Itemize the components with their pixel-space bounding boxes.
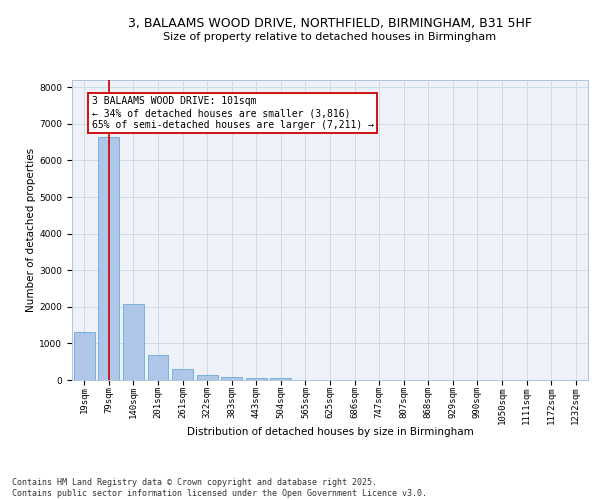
Bar bbox=[148, 356, 169, 380]
Text: Size of property relative to detached houses in Birmingham: Size of property relative to detached ho… bbox=[163, 32, 497, 42]
Text: 3 BALAAMS WOOD DRIVE: 101sqm
← 34% of detached houses are smaller (3,816)
65% of: 3 BALAAMS WOOD DRIVE: 101sqm ← 34% of de… bbox=[92, 96, 374, 130]
Bar bbox=[197, 374, 218, 380]
Bar bbox=[98, 138, 119, 380]
Bar bbox=[271, 378, 292, 380]
Text: Contains HM Land Registry data © Crown copyright and database right 2025.
Contai: Contains HM Land Registry data © Crown c… bbox=[12, 478, 427, 498]
X-axis label: Distribution of detached houses by size in Birmingham: Distribution of detached houses by size … bbox=[187, 426, 473, 436]
Y-axis label: Number of detached properties: Number of detached properties bbox=[26, 148, 37, 312]
Text: 3, BALAAMS WOOD DRIVE, NORTHFIELD, BIRMINGHAM, B31 5HF: 3, BALAAMS WOOD DRIVE, NORTHFIELD, BIRMI… bbox=[128, 18, 532, 30]
Bar bbox=[221, 377, 242, 380]
Bar bbox=[74, 332, 95, 380]
Bar bbox=[246, 378, 267, 380]
Bar bbox=[123, 304, 144, 380]
Bar bbox=[172, 370, 193, 380]
